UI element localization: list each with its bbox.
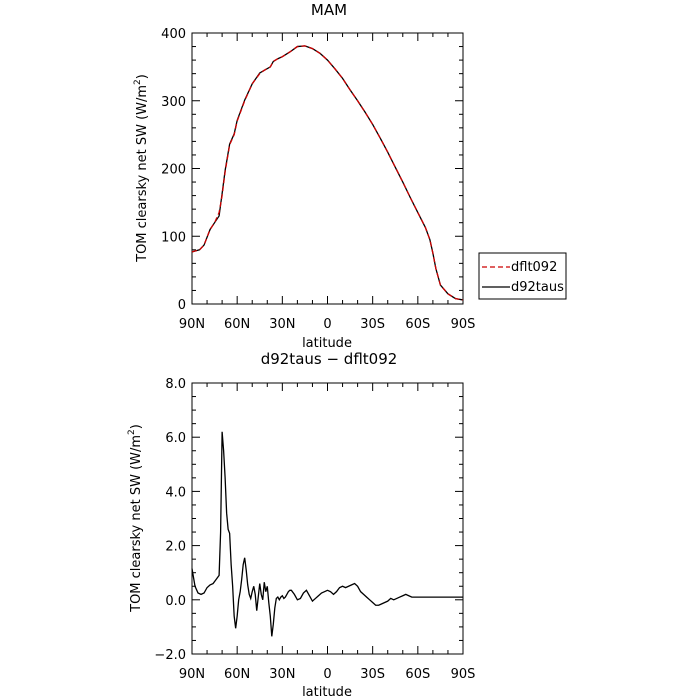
top-y-tick-labels: 0 100 200 300 400 [161,27,186,313]
bottom-x-tick-label: 30N [269,667,295,682]
top-y-axis-label-sup: 2 [133,79,143,85]
bottom-ticks [191,382,464,655]
difference-series-line [191,431,463,637]
top-y-axis-label-close: ) [135,74,150,79]
top-y-tick-label: 200 [161,163,186,178]
bottom-x-tick-label: 60N [224,667,250,682]
top-x-tick-label: 0 [323,317,331,332]
legend-label-d92taus: d92taus [511,280,564,295]
top-x-tick-label: 30S [360,317,385,332]
top-x-tick-label: 90S [451,317,476,332]
bottom-y-tick-label: 6.0 [165,431,186,446]
top-ticks [191,32,464,305]
legend-box [478,252,567,300]
top-x-tick-label: 30N [269,317,295,332]
series-line-d92taus [191,45,464,301]
legend: dflt092 d92taus [478,252,567,300]
bottom-y-axis-label-sup: 2 [127,429,137,435]
bottom-chart-title: d92taus − dflt092 [261,350,398,368]
bottom-y-tick-label: 0.0 [165,594,186,609]
bottom-y-tick-label: 2.0 [165,540,186,555]
bottom-x-tick-label: 0 [323,667,331,682]
top-x-axis-label: latitude [302,336,352,351]
bottom-panel: d92taus − dflt092 90N 60N 30N 0 30S 60S … [127,350,475,700]
top-y-tick-label: 0 [178,298,186,313]
bottom-x-tick-label: 30S [360,667,385,682]
bottom-y-tick-label: 8.0 [165,377,186,392]
top-x-tick-label: 90N [179,317,205,332]
top-y-tick-label: 300 [161,95,186,110]
series-line-dflt092 [191,45,464,301]
top-y-tick-label: 400 [161,27,186,42]
bottom-plot-frame [191,382,464,655]
bottom-x-tick-label: 60S [405,667,430,682]
top-x-tick-labels: 90N 60N 30N 0 30S 60S 90S [179,317,476,332]
legend-label-dflt092: dflt092 [511,260,557,275]
bottom-y-axis-label-close: ) [129,424,144,429]
top-x-tick-label: 60S [405,317,430,332]
bottom-x-tick-label: 90N [179,667,205,682]
bottom-y-tick-labels: −2.0 0.0 2.0 4.0 6.0 8.0 [154,377,186,663]
bottom-y-axis-label: TOM clearsky net SW (W/m2) [127,424,144,613]
bottom-x-tick-label: 90S [451,667,476,682]
top-y-axis-label: TOM clearsky net SW (W/m2) [133,74,150,263]
top-y-tick-label: 100 [161,230,186,245]
top-y-axis-label-main: TOM clearsky net SW (W/m [135,85,150,263]
top-x-tick-label: 60N [224,317,250,332]
bottom-x-tick-labels: 90N 60N 30N 0 30S 60S 90S [179,667,476,682]
bottom-y-axis-label-main: TOM clearsky net SW (W/m [129,435,144,613]
top-plot-frame [191,32,464,305]
bottom-x-axis-label: latitude [302,685,352,700]
bottom-y-tick-label: 4.0 [165,485,186,500]
top-chart-title: MAM [311,1,347,19]
bottom-y-tick-label: −2.0 [154,648,186,663]
top-panel: MAM 90N 60N 30N 0 30S 60S 90S 0 100 200 … [133,1,567,351]
